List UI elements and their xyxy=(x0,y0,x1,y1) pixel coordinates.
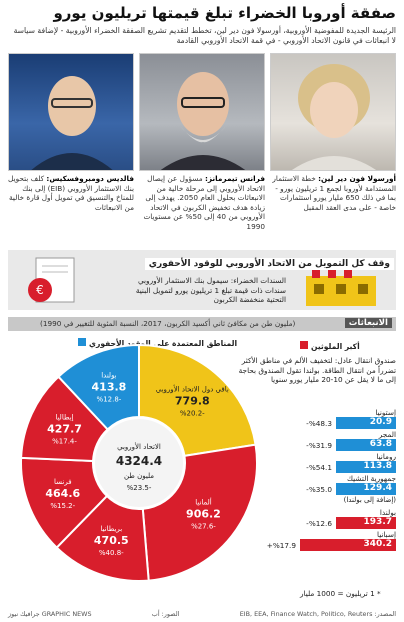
bar-row: إسبانيا 340.2 %17.9+ xyxy=(267,530,396,552)
footer-sources: المصدر: EIB, EEA, Finance Watch, Politic… xyxy=(239,610,396,618)
donut-label: بريطانيا xyxy=(100,525,122,533)
bar-change: %17.9+ xyxy=(266,541,296,550)
page-subtitle: الرئيسة الجديدة للمفوضية الأوروبية، أورس… xyxy=(13,26,396,45)
page-title: صفقة أوروبا الخضراء تبلغ قيمتها تريليون … xyxy=(53,4,396,22)
emissions-subtitle: (مليون طن من مكافئ ثاني أكسيد الكربون، 2… xyxy=(40,319,296,328)
bar-name: المجر xyxy=(378,430,396,439)
donut-label: ألمانيا xyxy=(195,498,212,507)
donut-center-label: %23.5- xyxy=(127,484,152,492)
donut-center-label: 4324.4 xyxy=(116,454,162,468)
donut-slice xyxy=(138,343,257,458)
person-role: مسؤول عن إيصال الاتحاد الأوروبي إلى مرحل… xyxy=(143,174,265,231)
donut-center xyxy=(95,419,183,507)
donut-label: 470.5 xyxy=(94,534,129,547)
bio-von-der-leyen: أورسولا فون دير لين: خطة الاستثمار المست… xyxy=(270,174,396,212)
bar-name: جمهورية التشيك xyxy=(347,474,396,483)
bar-name: بولندا xyxy=(379,508,396,517)
bar-value: 20.9 xyxy=(369,417,392,427)
bar-value: 193.7 xyxy=(363,517,392,527)
person-name: فالديس دومبروفسكيس: xyxy=(46,174,134,183)
donut-label: %20.2- xyxy=(180,410,205,418)
bar-name: إستونيا xyxy=(375,408,396,417)
bar-name: إسبانيا xyxy=(376,530,396,539)
bar-value: 63.8 xyxy=(369,439,392,449)
bars-note: (إضافة إلى بولندا) xyxy=(343,496,396,504)
footer-credit: GRAPHIC NEWS جرافيك نيوز xyxy=(8,610,92,618)
donut-label: %17.4- xyxy=(52,438,77,446)
bio-dombrovskis: فالديس دومبروفسكيس: كلف بتحويل بنك الاست… xyxy=(8,174,134,212)
legend-blue: المناطق المعتمدة على الوقود الأحفوري xyxy=(78,338,237,348)
bar-change: %12.6- xyxy=(306,519,332,528)
bar-fill xyxy=(336,483,396,495)
bar-row: بولندا 193.7 %12.6- xyxy=(300,508,396,530)
bar-change: %35.0- xyxy=(306,485,332,494)
donut-label: 427.7 xyxy=(47,423,82,436)
person-role: خطة الاستثمار المستدامة لأوروبا لجمع 1 ت… xyxy=(272,174,396,212)
bar-row: رومانيا 113.8 %54.1- xyxy=(300,452,396,474)
bar-value: 129.4 xyxy=(363,483,392,493)
donut-label: بولندا xyxy=(101,372,116,380)
photo-von-der-leyen xyxy=(270,53,396,171)
donut-label: %40.8- xyxy=(99,549,124,557)
bar-value: 113.8 xyxy=(363,461,392,471)
bar-fill xyxy=(336,417,396,429)
person-name: أورسولا فون دير لين: xyxy=(318,174,396,183)
bar-change: %54.1- xyxy=(306,463,332,472)
bar-row: إستونيا 20.9 %48.3- xyxy=(300,408,396,430)
donut-label: باقي دول الاتحاد الأوروبي xyxy=(156,385,229,394)
donut-label: %27.6- xyxy=(191,523,216,531)
bar-fill xyxy=(336,517,396,529)
portrait-icon xyxy=(31,76,113,170)
donut-slice xyxy=(57,343,140,431)
footer: المصدر: EIB, EEA, Finance Watch, Politic… xyxy=(8,610,396,618)
person-name: فرانس تيمرمانز: xyxy=(204,174,265,183)
footer-photos: الصور: أب xyxy=(151,610,180,618)
factory-icon xyxy=(306,258,376,306)
donut-label: 464.6 xyxy=(45,487,80,500)
financing-text: السندات الخضراء: سيمول بنك الاستثمار الأ… xyxy=(135,276,286,305)
donut-center-label: مليون طن xyxy=(124,472,154,480)
financing-title: وقف كل التمويل من الاتحاد الأوروبي للوقو… xyxy=(144,258,394,270)
svg-text:€: € xyxy=(36,283,44,297)
bar-row: المجر 63.8 %31.9- xyxy=(300,430,396,452)
donut-slice xyxy=(141,443,258,582)
emissions-title: الانبعاثات xyxy=(344,318,392,328)
bond-scroll-icon: € xyxy=(28,257,75,303)
bar-name: رومانيا xyxy=(376,452,396,461)
bar-change: %31.9- xyxy=(306,441,332,450)
bar-value: 340.2 xyxy=(363,539,392,549)
emissions-bar xyxy=(8,317,396,331)
donut-label: 906.2 xyxy=(186,508,221,521)
donut-label: فرنسا xyxy=(54,478,72,486)
bar-change: %48.3- xyxy=(306,419,332,428)
bio-timmermans: فرانس تيمرمانز: مسؤول عن إيصال الاتحاد ا… xyxy=(139,174,265,232)
donut-label: %15.2- xyxy=(50,502,75,510)
scale-note: * 1 تريليون = 1000 مليار xyxy=(300,589,381,598)
portrait-icon xyxy=(160,72,246,170)
donut-label: إيطاليا xyxy=(55,414,73,422)
donut-center-label: الاتحاد الأوروبي xyxy=(117,442,161,451)
donut-slice xyxy=(55,494,150,582)
bar-fill xyxy=(336,439,396,451)
donut-label: 779.8 xyxy=(175,395,210,408)
person-role: كلف بتحويل بنك الاستثمار الأوروبي (EIB) … xyxy=(8,174,134,212)
bar-fill xyxy=(300,539,396,551)
donut-label: 413.8 xyxy=(92,381,127,394)
fossil-regions-bars: إستونيا 20.9 %48.3- المجر 63.8 %31.9- رومانيا 1… xyxy=(267,408,396,552)
legend-red: أكبر الملوثين xyxy=(300,341,360,351)
bar-fill xyxy=(336,461,396,473)
bar-row: جمهورية التشيك 129.4 %35.0- xyxy=(300,474,396,496)
donut-label: %12.8- xyxy=(97,396,122,404)
portrait-icon xyxy=(292,64,376,170)
fund-text: صندوق انتقال عادل: لتخفيف الألم في مناطق… xyxy=(238,356,396,385)
photo-dombrovskis xyxy=(8,53,134,171)
photo-timmermans xyxy=(139,53,265,171)
